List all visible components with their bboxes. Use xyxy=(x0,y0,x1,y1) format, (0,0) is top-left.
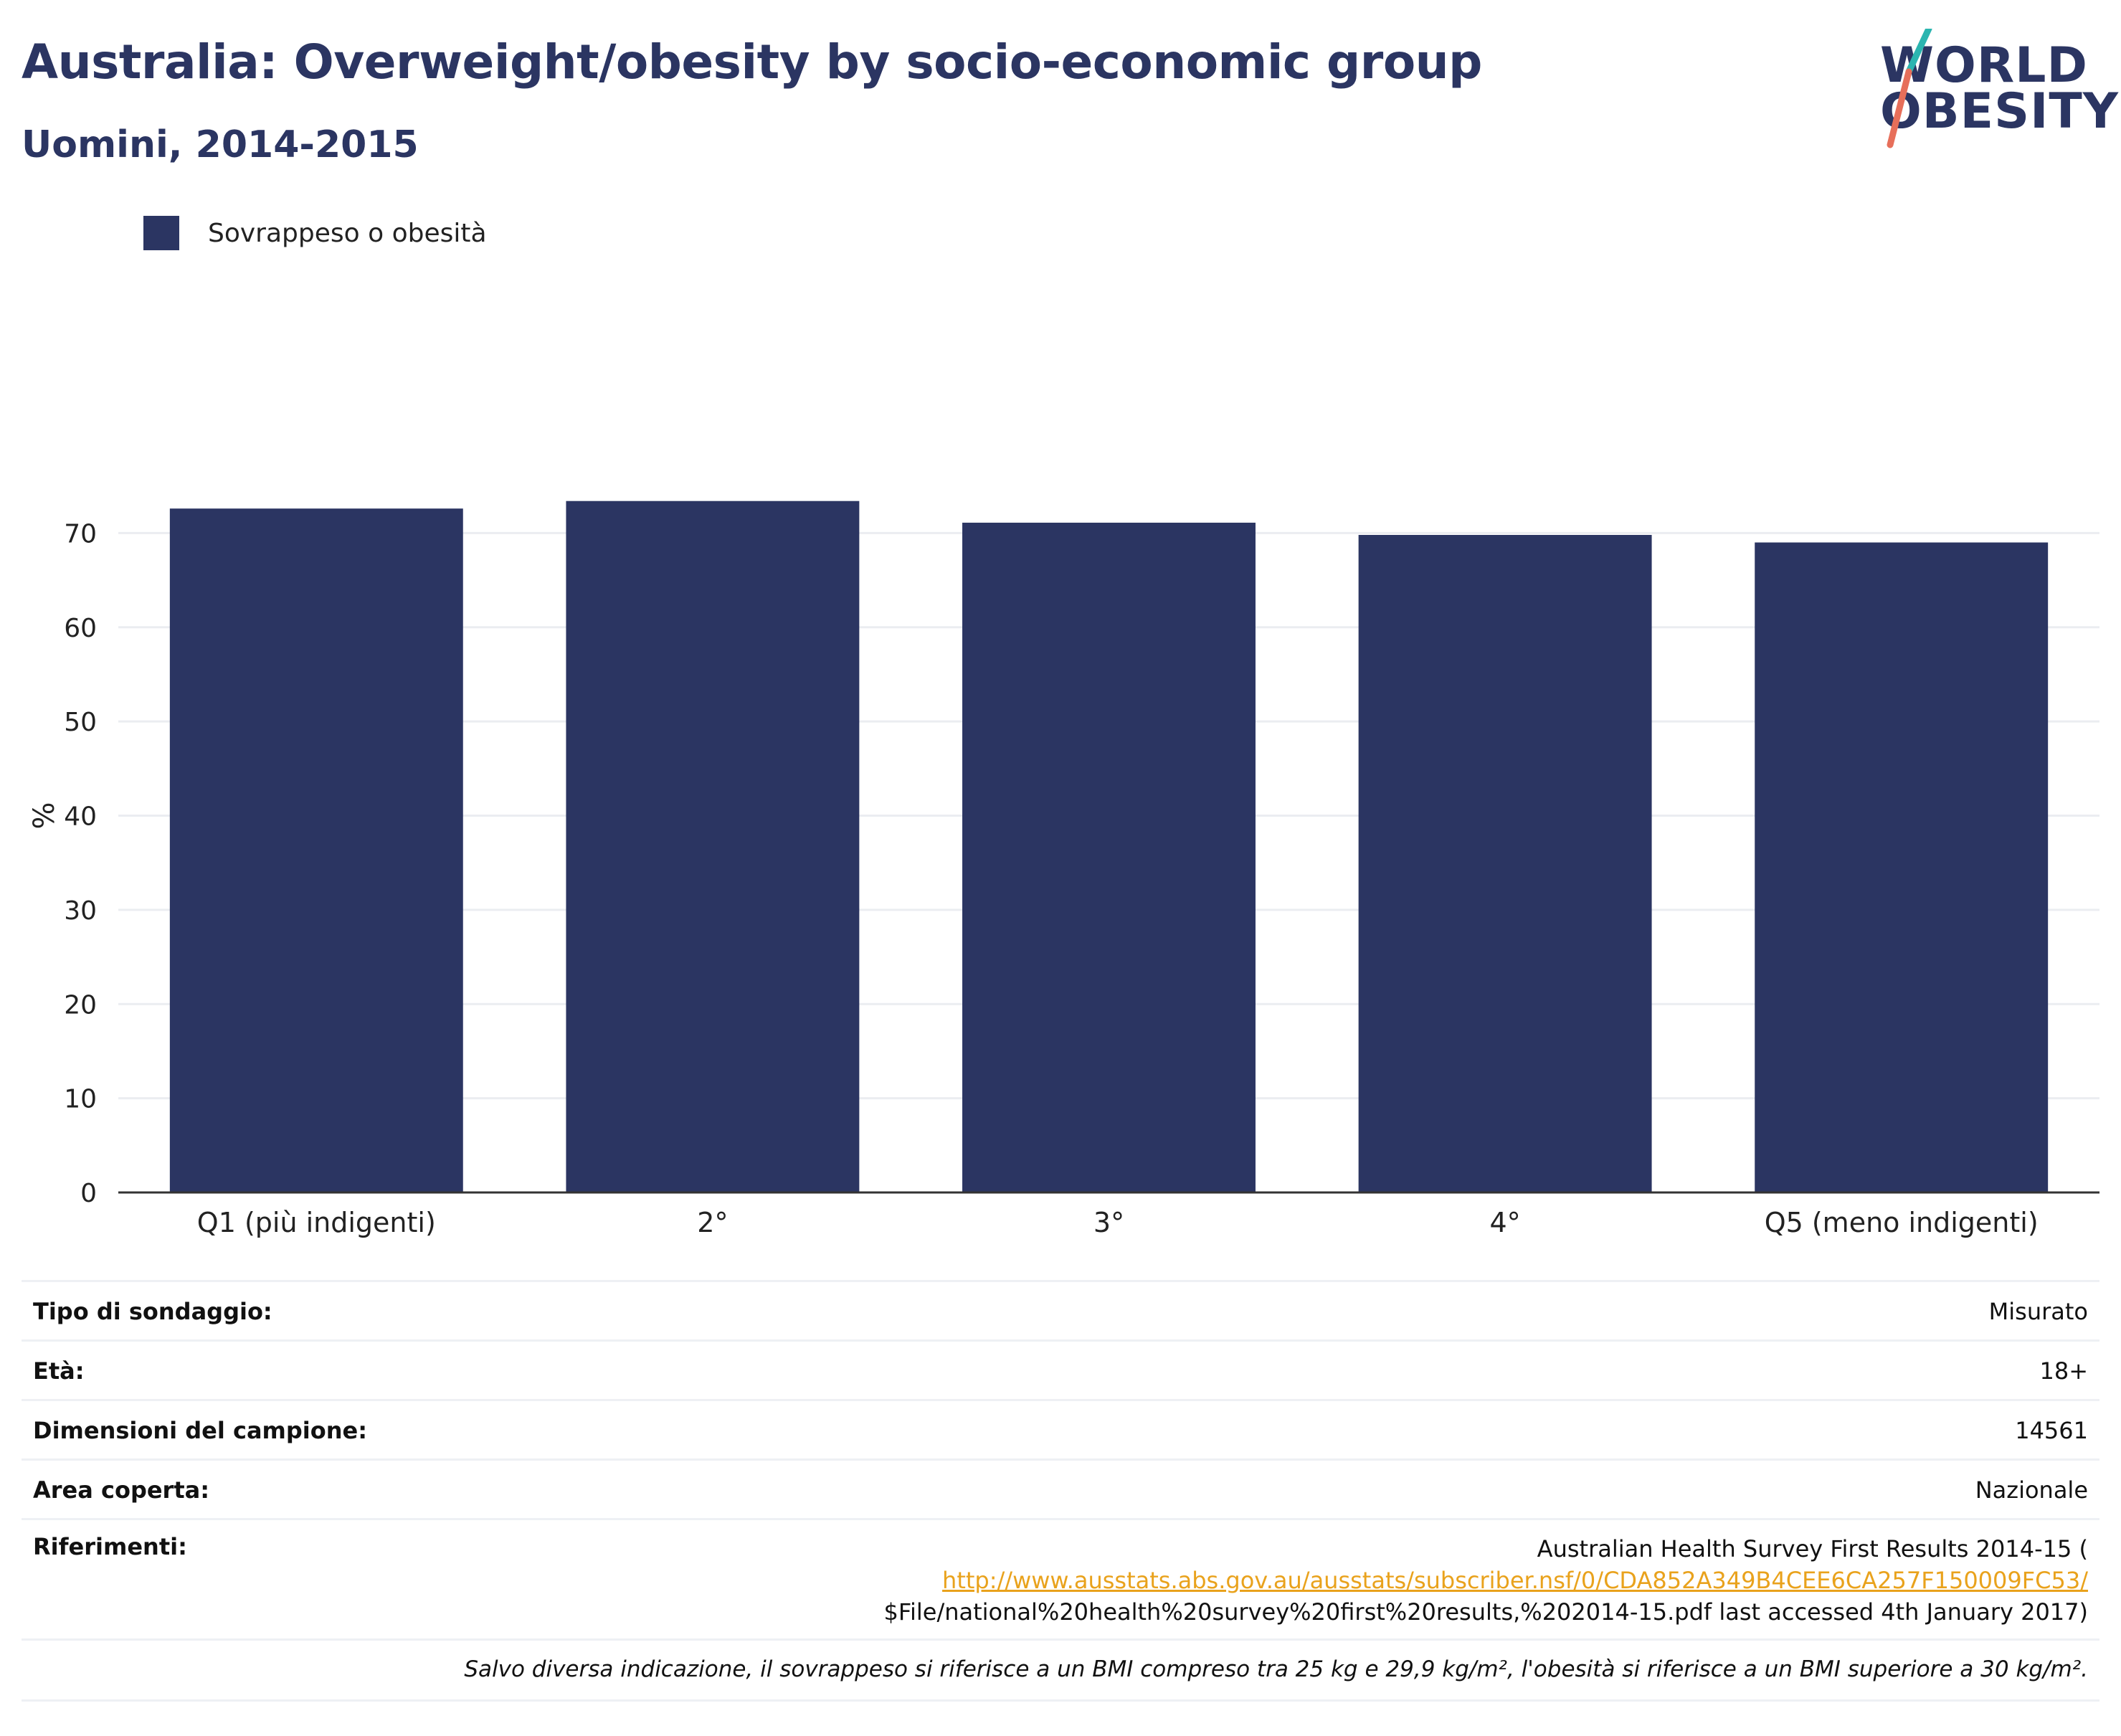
bar xyxy=(962,522,1256,1192)
reference-link[interactable]: http://www.ausstats.abs.gov.au/ausstats/… xyxy=(942,1567,2088,1594)
bmi-note: Salvo diversa indicazione, il sovrappeso… xyxy=(464,1656,2088,1682)
metadata-table: Tipo di sondaggio: Misurato Età: 18+ Dim… xyxy=(22,1280,2099,1702)
meta-label: Area coperta: xyxy=(33,1476,210,1504)
meta-value: 18+ xyxy=(2039,1357,2088,1385)
y-tick-label: 0 xyxy=(80,1179,97,1208)
meta-row-note: Salvo diversa indicazione, il sovrappeso… xyxy=(22,1638,2099,1702)
meta-row-survey-type: Tipo di sondaggio: Misurato xyxy=(22,1280,2099,1339)
chart-subtitle: Uomini, 2014-2015 xyxy=(22,123,419,166)
bar xyxy=(169,508,463,1192)
y-tick-label: 30 xyxy=(64,896,97,926)
bar xyxy=(1755,542,2049,1192)
meta-row-references: Riferimenti: Australian Health Survey Fi… xyxy=(22,1518,2099,1638)
x-tick-label: 4° xyxy=(1490,1207,1521,1238)
y-tick-label: 20 xyxy=(64,990,97,1020)
y-tick-label: 70 xyxy=(64,519,97,549)
logo-line-2: OBESITY xyxy=(1880,83,2119,140)
logo-slash-icon xyxy=(1887,29,1932,148)
chart-title: Australia: Overweight/obesity by socio-e… xyxy=(22,34,1482,90)
x-tick-label: Q5 (meno indigenti) xyxy=(1765,1207,2039,1238)
y-tick-label: 50 xyxy=(64,708,97,737)
meta-value: Misurato xyxy=(1988,1298,2088,1325)
meta-row-age: Età: 18+ xyxy=(22,1339,2099,1399)
reference-line-1: Australian Health Survey First Results 2… xyxy=(1537,1535,2088,1562)
meta-label: Età: xyxy=(33,1357,85,1385)
meta-value: 14561 xyxy=(2015,1417,2088,1444)
x-tick-label: 2° xyxy=(697,1207,728,1238)
x-tick-label: Q1 (più indigenti) xyxy=(197,1207,436,1238)
y-axis-title: % xyxy=(28,802,61,829)
y-tick-label: 40 xyxy=(64,802,97,832)
meta-label: Dimensioni del campione: xyxy=(33,1417,368,1444)
meta-label: Riferimenti: xyxy=(33,1533,187,1560)
y-tick-label: 10 xyxy=(64,1085,97,1114)
legend-swatch xyxy=(143,216,179,250)
meta-row-area: Area coperta: Nazionale xyxy=(22,1458,2099,1518)
bar xyxy=(566,501,860,1192)
meta-label: Tipo di sondaggio: xyxy=(33,1298,272,1325)
x-tick-label: 3° xyxy=(1093,1207,1124,1238)
meta-value: Nazionale xyxy=(1975,1476,2088,1504)
bar xyxy=(1358,535,1652,1192)
world-obesity-logo: WORLD OBESITY xyxy=(1864,29,2118,158)
bar-chart: 0 10 20 30 40 50 60 70% Q1 (più indigenti) 2° 3° 4°… xyxy=(28,501,2099,1238)
meta-value: Australian Health Survey First Results 2… xyxy=(884,1533,2088,1628)
legend-label: Sovrappeso o obesità xyxy=(208,218,487,248)
y-tick-label: 60 xyxy=(64,614,97,643)
meta-row-sample-size: Dimensioni del campione: 14561 xyxy=(22,1399,2099,1458)
chart-legend: Sovrappeso o obesità xyxy=(143,215,487,251)
reference-line-3: $File/national%20health%20survey%20first… xyxy=(883,1598,2088,1626)
